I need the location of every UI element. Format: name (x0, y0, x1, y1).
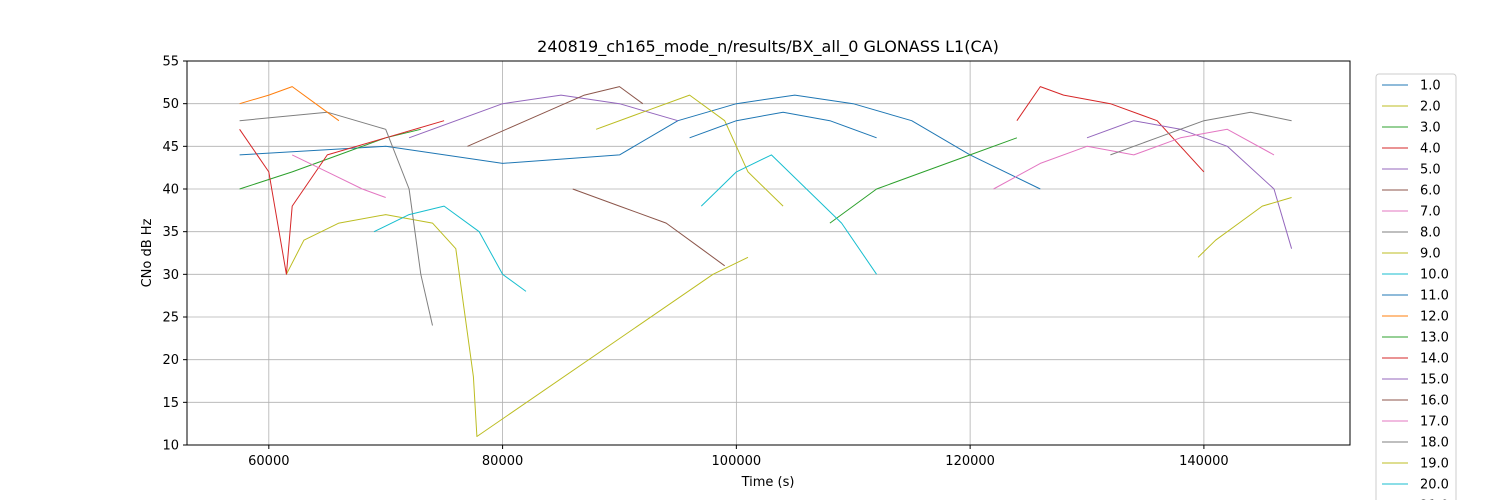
series-line-15.0 (1086, 120, 1293, 249)
y-tick-label: 40 (162, 183, 179, 198)
legend-label: 9.0 (1420, 247, 1441, 262)
y-tick-label: 50 (162, 97, 179, 112)
y-tick-label: 20 (162, 353, 179, 368)
legend-label: 13.0 (1420, 331, 1449, 346)
series-line-13.0 (829, 137, 1018, 224)
legend-label: 5.0 (1420, 163, 1441, 178)
chart-title: 240819_ch165_mode_n/results/BX_all_0 GLO… (537, 37, 999, 57)
series-line-6.0 (467, 86, 644, 147)
legend-label: 20.0 (1420, 478, 1449, 493)
y-tick-label: 30 (162, 268, 179, 283)
legend-label: 12.0 (1420, 310, 1449, 325)
legend-label: 14.0 (1420, 352, 1449, 367)
legend-label: 7.0 (1420, 205, 1441, 220)
y-tick-label: 55 (162, 55, 179, 70)
series-line-7.0 (291, 154, 386, 198)
y-axis-label: CNo dB Hz (140, 218, 155, 287)
y-tick-label: 15 (162, 396, 179, 411)
legend-label: 6.0 (1420, 184, 1441, 199)
y-tick-label: 35 (162, 225, 179, 240)
legend: 1.0 2.0 3.0 4.0 5.0 6.0 7.0 8.0 9.0 10.0 11.0 12.0 1… (1375, 73, 1457, 500)
legend-label: 18.0 (1420, 436, 1449, 451)
legend-label: 4.0 (1420, 142, 1441, 157)
series-line-17.0 (993, 128, 1275, 190)
series-line-14.0 (1016, 86, 1205, 173)
legend-label: 3.0 (1420, 121, 1441, 136)
legend-label: 19.0 (1420, 457, 1449, 472)
legend-label: 2.0 (1420, 100, 1441, 115)
x-tick-label: 80000 (482, 454, 523, 469)
series-line-9.0 (595, 94, 784, 207)
series-line-16.0 (572, 188, 725, 267)
series-lines (239, 86, 1293, 437)
series-line-11.0 (689, 111, 877, 139)
legend-label: 11.0 (1420, 289, 1449, 304)
series-line-5.0 (408, 94, 679, 139)
plot-frame (186, 60, 1351, 446)
y-tick-label: 10 (162, 439, 179, 454)
y-tick-label: 45 (162, 140, 179, 155)
series-line-2.0 (285, 214, 749, 437)
series-line-20.0 (700, 154, 878, 275)
x-tick-label: 100000 (712, 454, 762, 469)
series-line-8.0 (239, 111, 433, 326)
legend-label: 1.0 (1420, 79, 1441, 94)
series-line-4.0 (239, 120, 445, 275)
legend-label: 17.0 (1420, 415, 1449, 430)
x-ticks: 60000 80000 100000 120000 140000 (248, 445, 1229, 469)
series-line-3.0 (239, 128, 421, 190)
series-line-19.0 (1197, 197, 1292, 258)
legend-label: 8.0 (1420, 226, 1441, 241)
legend-label: 16.0 (1420, 394, 1449, 409)
y-ticks: 10 15 20 25 30 35 40 45 50 55 (162, 55, 187, 454)
legend-label: 15.0 (1420, 373, 1449, 388)
legend-label: 10.0 (1420, 268, 1449, 283)
legend-box (1375, 73, 1457, 500)
series-line-1.0 (239, 94, 1041, 190)
x-tick-label: 140000 (1179, 454, 1229, 469)
y-tick-label: 25 (162, 311, 179, 326)
series-line-12.0 (239, 86, 340, 122)
series-line-18.0 (1110, 111, 1292, 156)
x-tick-label: 120000 (945, 454, 995, 469)
grid (187, 60, 1350, 446)
x-tick-label: 60000 (248, 454, 289, 469)
legend-label: 21.0 (1420, 499, 1449, 500)
series-line-10.0 (373, 205, 527, 292)
x-axis-label: Time (s) (741, 475, 795, 490)
